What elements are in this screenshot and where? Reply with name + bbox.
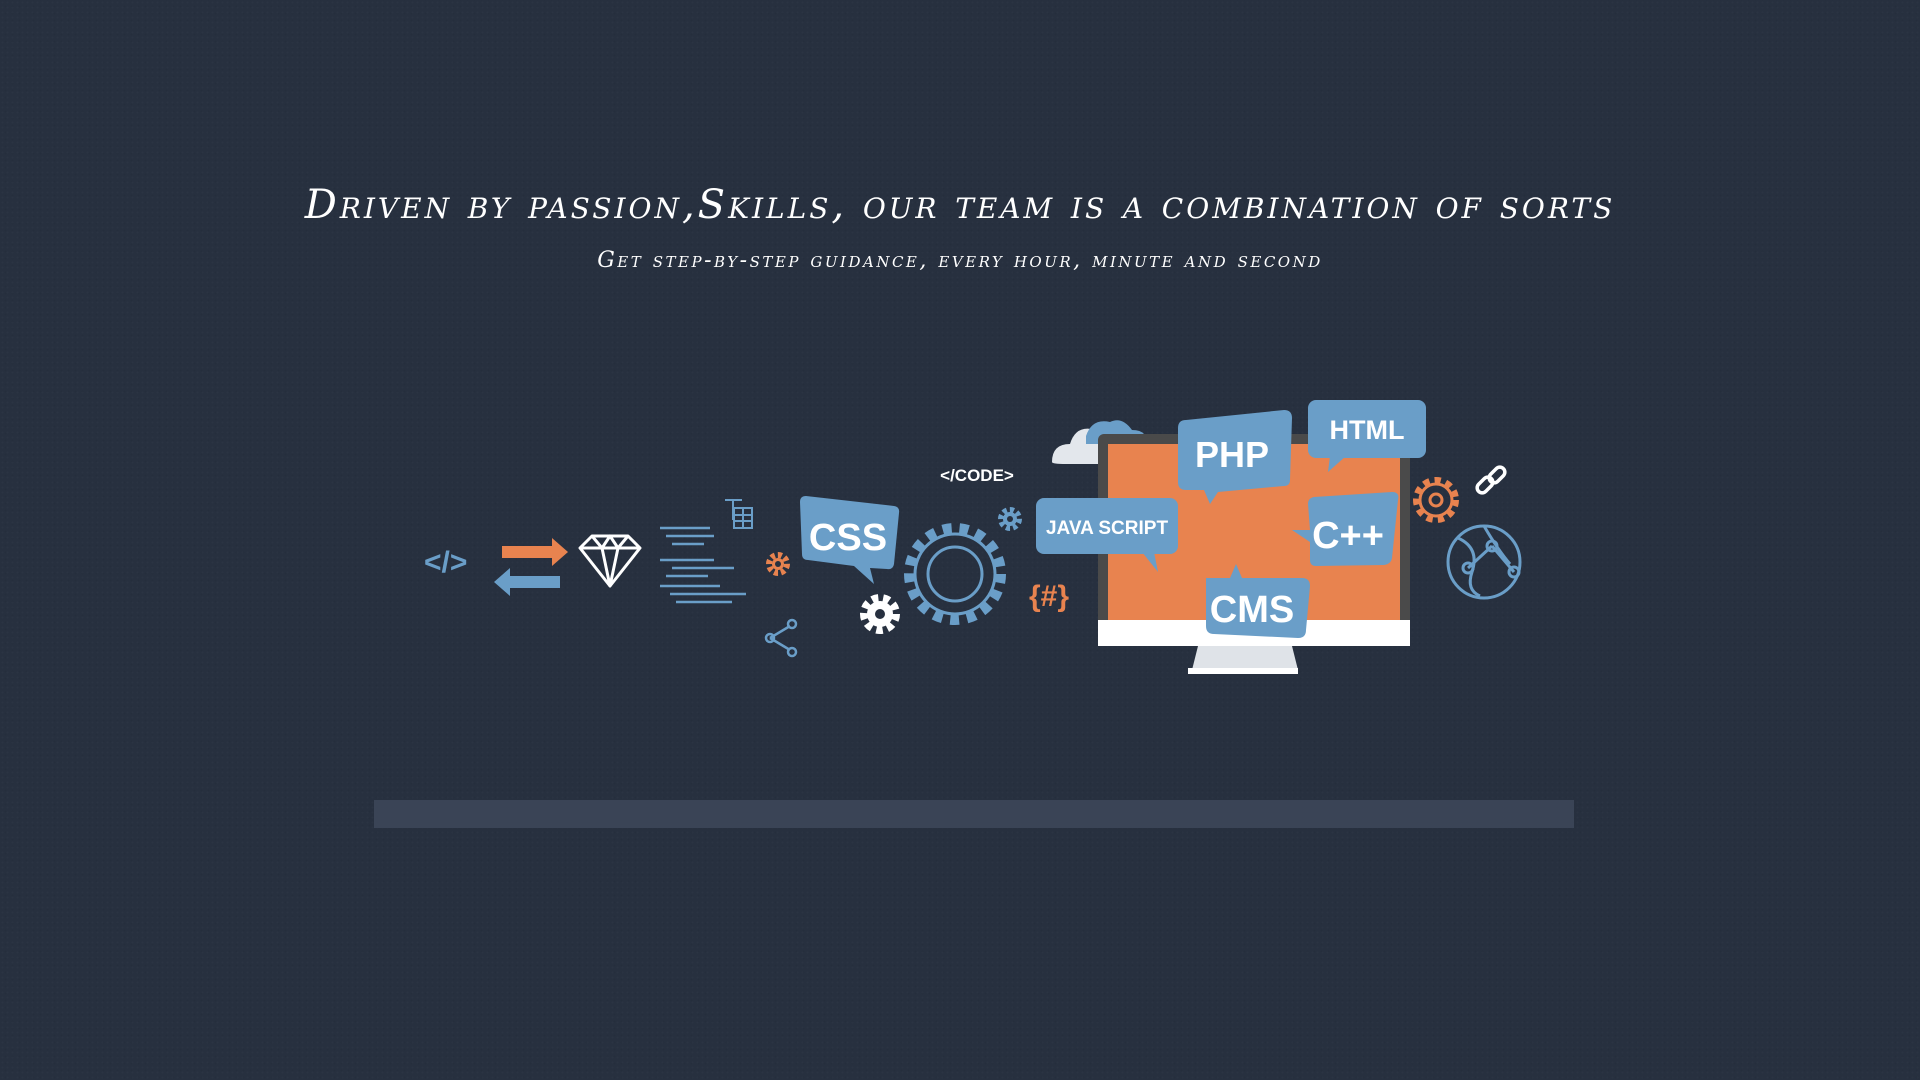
- svg-text:</>: </>: [424, 546, 467, 579]
- share-icon: [764, 618, 798, 658]
- diamond-icon: [578, 534, 642, 588]
- subheadline: Get step-by-step guidance, every hour, m…: [597, 248, 1323, 273]
- javascript-bubble: JAVA SCRIPT: [1036, 498, 1178, 572]
- cpp-bubble: C++: [1292, 492, 1399, 566]
- svg-text:C++: C++: [1312, 515, 1384, 557]
- swap-arrows-icon: [494, 538, 568, 596]
- headline: Driven by passion,Skills, our team is a …: [304, 182, 1616, 228]
- hash-icon: {#}: [1029, 580, 1069, 613]
- text-align-icon: [660, 526, 746, 604]
- svg-text:CSS: CSS: [809, 517, 887, 559]
- text-table-icon: [725, 499, 753, 529]
- cms-bubble: CMS: [1206, 564, 1310, 638]
- css-bubble: CSS: [800, 496, 900, 584]
- code-label: </CODE>: [940, 466, 1014, 485]
- progress-bar: [374, 800, 1574, 828]
- code-tag-icon: </>: [424, 546, 467, 579]
- svg-text:HTML: HTML: [1330, 415, 1405, 445]
- svg-text:PHP: PHP: [1195, 434, 1269, 475]
- link-icon: [1475, 465, 1507, 495]
- svg-text:JAVA SCRIPT: JAVA SCRIPT: [1046, 518, 1169, 539]
- cog-icon: [766, 552, 790, 576]
- web-dev-illustration: </>: [424, 400, 1522, 674]
- html-bubble: HTML: [1308, 400, 1426, 472]
- gear-icon: [860, 594, 900, 634]
- small-gear-icon: [998, 507, 1022, 531]
- globe-icon: [1446, 524, 1522, 600]
- svg-text:CMS: CMS: [1210, 589, 1294, 631]
- php-bubble: PHP: [1178, 410, 1292, 504]
- large-gear-icon: [904, 523, 1006, 625]
- orange-gear-icon: [1413, 477, 1459, 523]
